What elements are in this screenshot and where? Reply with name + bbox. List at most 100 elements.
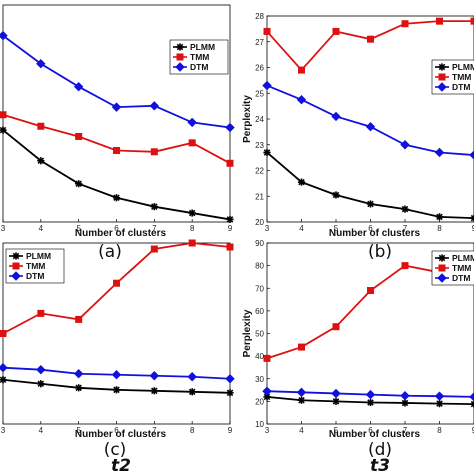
data-point — [297, 396, 306, 404]
x-tick-label: 3 — [1, 426, 6, 435]
data-point — [434, 147, 445, 158]
data-point — [469, 392, 474, 402]
y-tick-label: 30 — [255, 375, 264, 384]
caption-t2: t2 — [111, 456, 131, 474]
legend-entry-plmm: PLMM — [173, 42, 215, 52]
data-point — [331, 111, 341, 122]
data-point — [73, 369, 84, 379]
data-point — [188, 209, 196, 217]
data-point — [188, 388, 196, 396]
data-point — [113, 279, 120, 287]
x-tick-label: 8 — [190, 224, 195, 233]
legend-label: PLMM — [26, 251, 51, 261]
data-point — [400, 140, 410, 150]
data-point — [296, 387, 307, 398]
x-tick-label: 4 — [299, 224, 304, 233]
chart-panel-2: 3 4 5 6 7 8 9 20 21 22 23 24 25 26 27 28 Number of clust… — [242, 12, 474, 262]
data-point — [367, 35, 374, 43]
data-point — [332, 27, 340, 35]
data-point — [150, 245, 158, 253]
data-point — [112, 194, 121, 202]
data-point — [226, 159, 234, 167]
x-tick-label: 5 — [76, 426, 81, 435]
legend-marker — [11, 271, 21, 281]
plot-area — [2, 4, 231, 223]
panel-label: (b) — [368, 242, 392, 262]
data-point — [0, 330, 7, 337]
data-point — [150, 387, 158, 395]
data-point — [366, 398, 375, 407]
legend-label: DTM — [452, 273, 470, 283]
data-point — [111, 102, 122, 112]
y-tick-label: 26 — [255, 64, 264, 73]
data-point — [37, 157, 45, 165]
y-tick-label: 50 — [255, 330, 264, 339]
data-point — [112, 386, 121, 394]
x-tick-label: 9 — [472, 426, 474, 435]
legend-entry-dtm: DTM — [435, 82, 470, 92]
y-tick-label: 90 — [255, 239, 264, 248]
series-dtm — [0, 362, 235, 384]
series-plmm — [263, 148, 474, 222]
data-point — [226, 215, 234, 224]
legend-label: TMM — [190, 52, 209, 62]
data-point — [297, 178, 306, 186]
legend-entry-dtm: DTM — [173, 62, 208, 72]
legend-marker — [176, 43, 184, 51]
x-tick-label: 6 — [114, 224, 119, 233]
legend-label: TMM — [452, 72, 471, 82]
data-point — [367, 287, 374, 295]
chart-panel-4: 3 4 5 6 7 8 9 10 20 30 40 50 60 70 80 90 Number of clust… — [242, 239, 474, 460]
data-point — [37, 380, 45, 388]
x-axis-label: Number of clusters — [329, 228, 421, 239]
data-point — [75, 132, 83, 140]
data-point — [401, 20, 409, 28]
data-point — [113, 147, 120, 155]
data-point — [366, 200, 375, 208]
series-plmm — [0, 126, 234, 224]
series-line — [266, 151, 474, 220]
x-axis-label: Number of clusters — [75, 228, 167, 239]
data-point — [150, 148, 158, 156]
data-point — [470, 214, 474, 222]
y-tick-label: 25 — [255, 89, 264, 98]
data-point — [187, 372, 197, 382]
data-point — [365, 389, 376, 400]
y-tick-label: 80 — [255, 262, 264, 271]
legend-entry-tmm: TMM — [435, 72, 471, 82]
data-point — [0, 126, 7, 134]
y-tick-label: 20 — [255, 218, 264, 227]
series-tmm — [263, 17, 474, 74]
data-point — [298, 66, 305, 74]
legend-entry-tmm: TMM — [9, 261, 45, 271]
x-tick-label: 4 — [39, 426, 44, 435]
series-dtm — [262, 386, 474, 402]
legend-label: TMM — [26, 261, 45, 271]
data-point — [263, 27, 271, 35]
data-point — [226, 389, 234, 397]
panel-label: (d) — [368, 440, 392, 460]
y-tick-label: 28 — [255, 12, 264, 21]
legend-marker — [175, 62, 185, 72]
data-point — [75, 384, 83, 392]
x-tick-label: 3 — [265, 224, 270, 233]
legend-label: DTM — [190, 62, 208, 72]
x-tick-label: 7 — [403, 224, 408, 233]
data-point — [470, 17, 474, 25]
data-point — [37, 309, 45, 317]
series-plmm — [0, 376, 234, 397]
x-tick-label: 7 — [152, 224, 157, 233]
data-point — [73, 81, 84, 92]
y-axis-label: Perplexity — [242, 309, 253, 357]
legend-marker — [176, 53, 184, 61]
series-tmm — [0, 239, 234, 337]
x-tick-label: 4 — [39, 224, 44, 233]
data-point — [469, 150, 474, 160]
x-tick-label: 8 — [437, 426, 442, 435]
legend-label: DTM — [26, 271, 44, 281]
data-point — [225, 374, 235, 384]
